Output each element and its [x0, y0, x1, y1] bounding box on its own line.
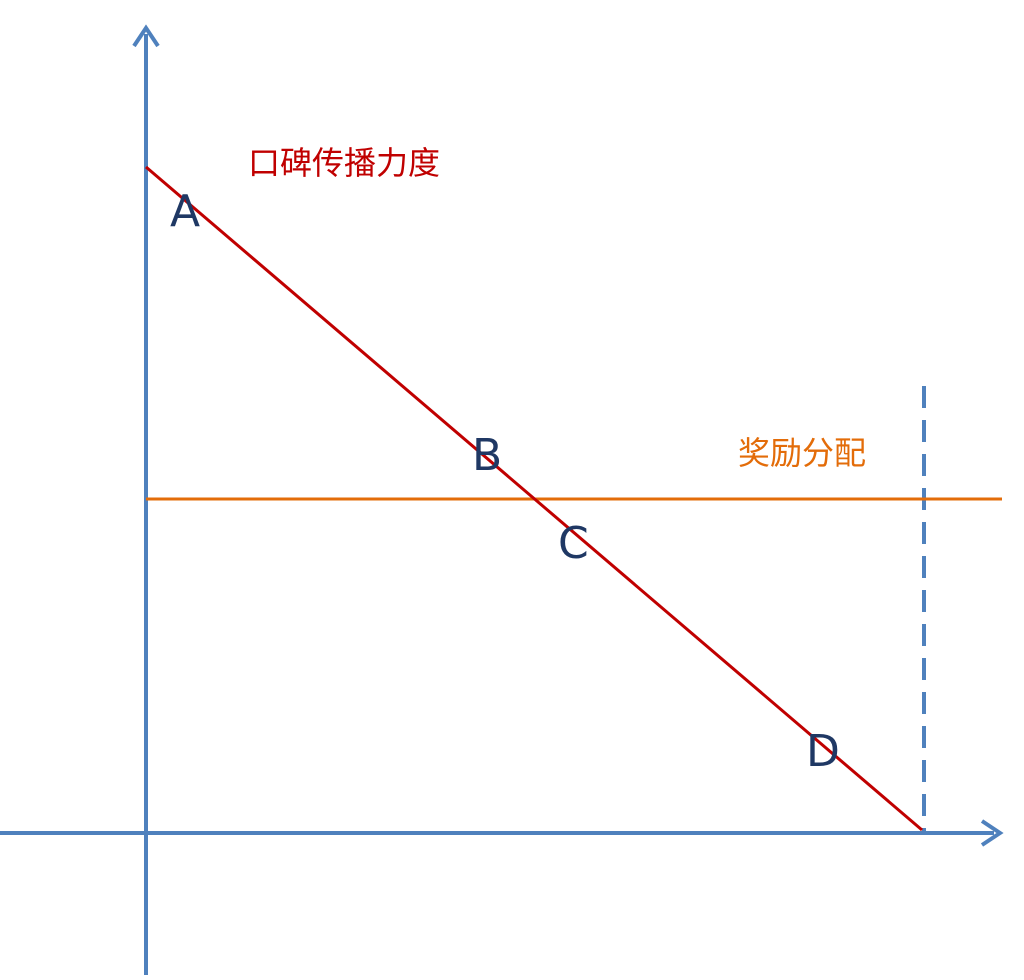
reward-distribution-label: 奖励分配 [738, 434, 866, 472]
y-axis-arrowhead [132, 24, 160, 48]
point-label-c: C [558, 518, 589, 569]
point-label-a: A [170, 186, 200, 237]
point-label-d: D [806, 726, 840, 777]
word-of-mouth-label: 口碑传播力度 [248, 144, 440, 182]
word-of-mouth-line [145, 165, 923, 832]
x-axis-arrowhead [980, 819, 1004, 847]
point-label-b: B [472, 430, 502, 481]
